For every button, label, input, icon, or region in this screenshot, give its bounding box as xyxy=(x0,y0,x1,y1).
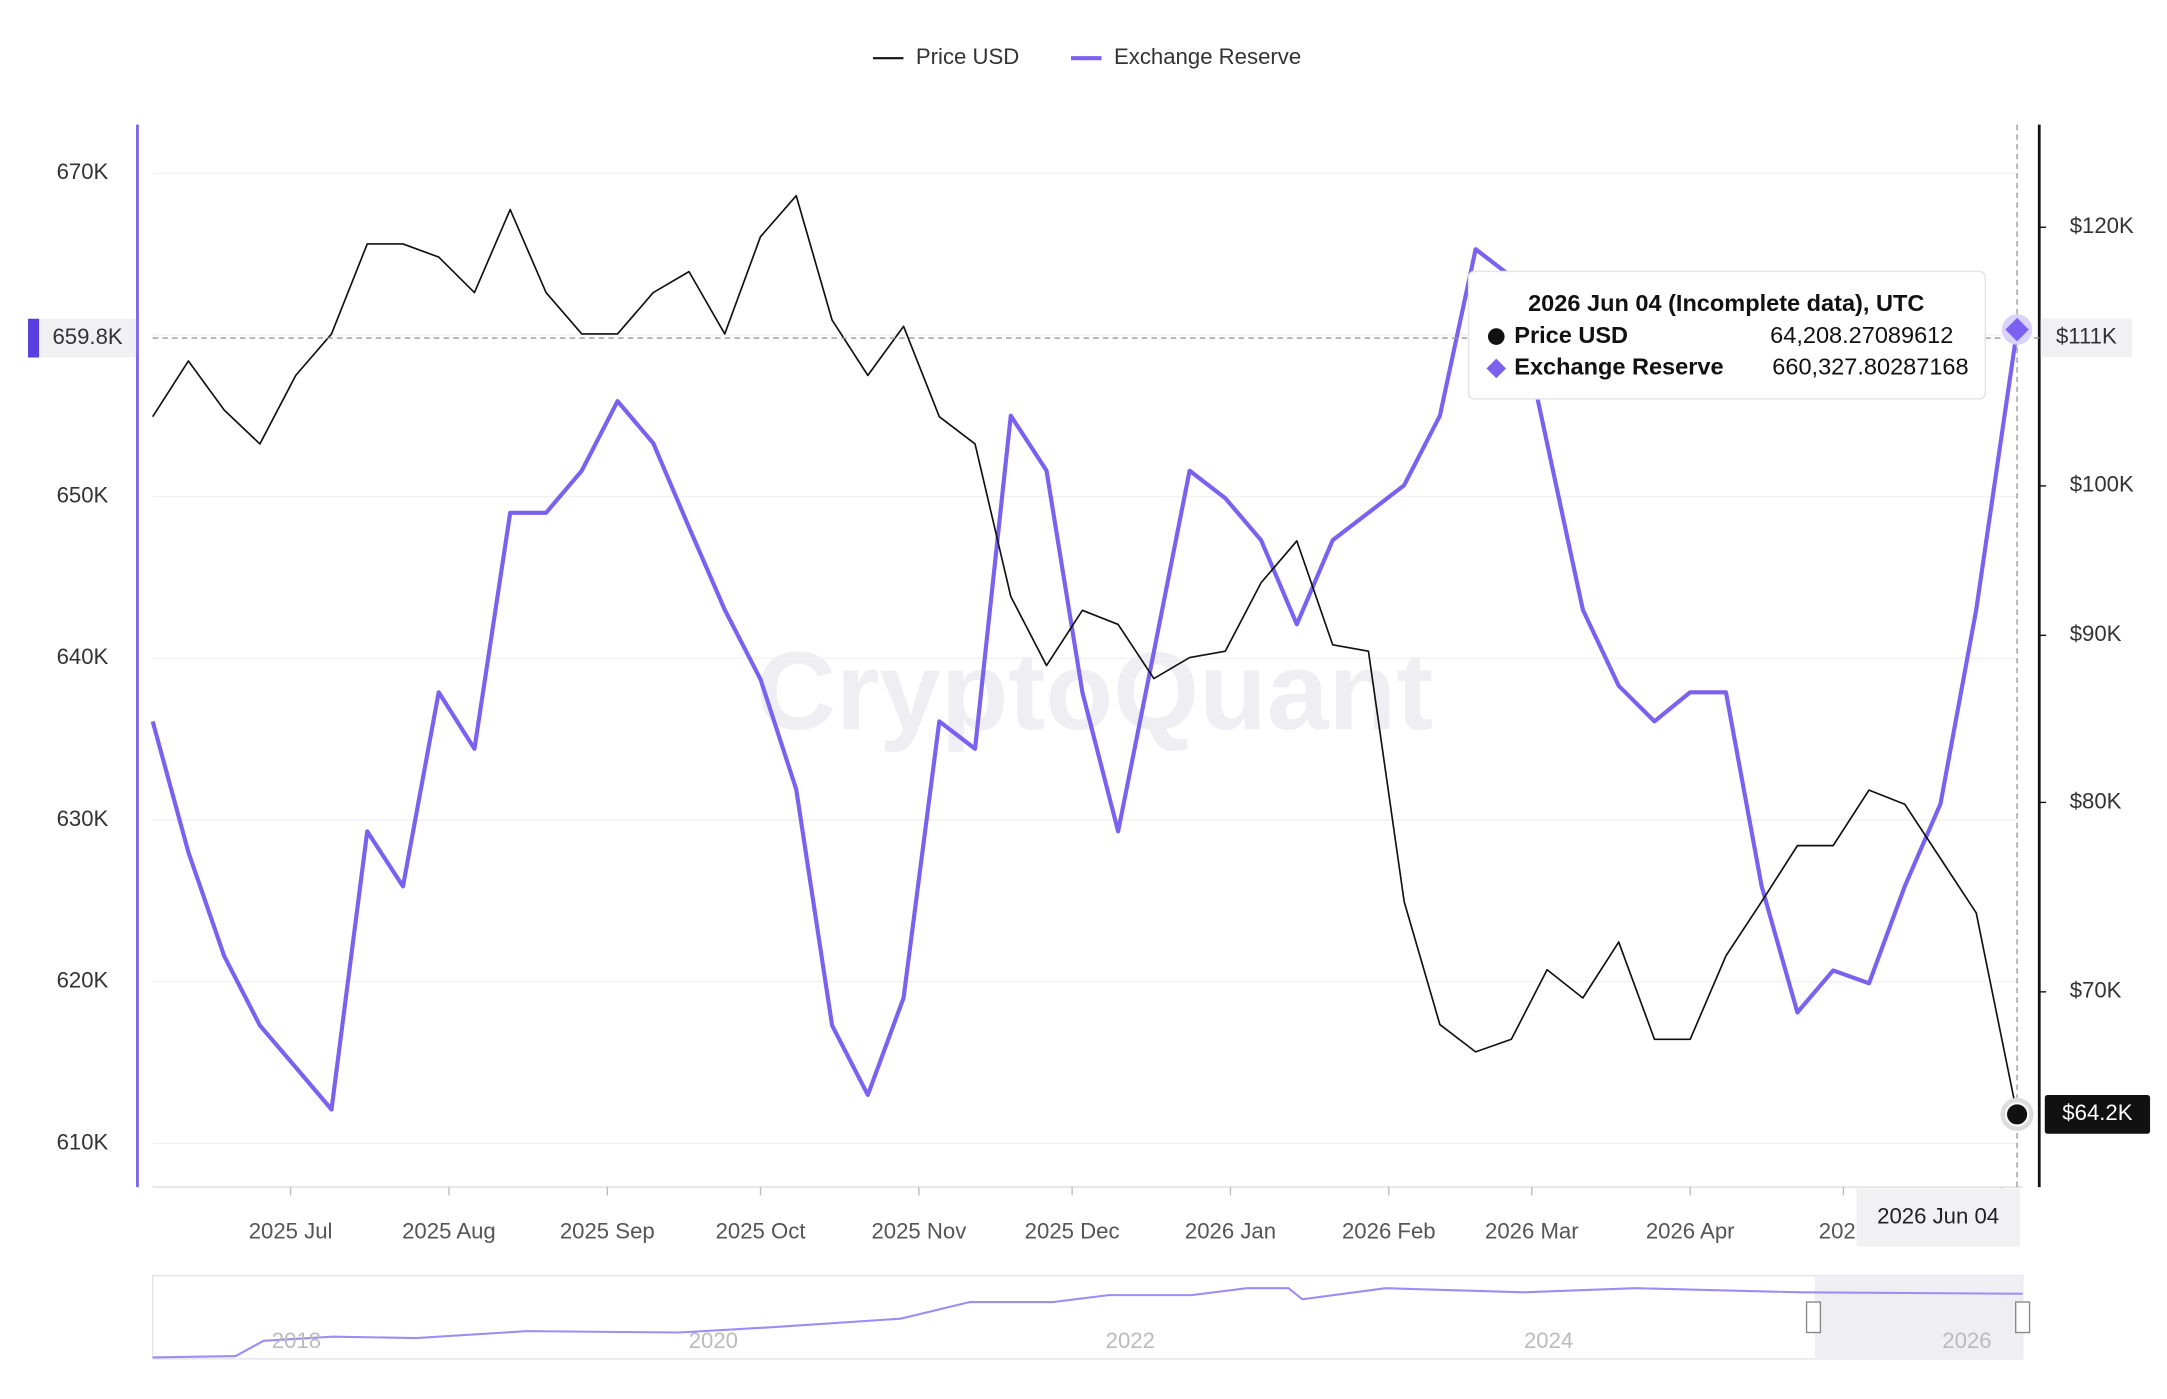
tooltip-value: 660,327.80287168 xyxy=(1772,354,1968,380)
last-point-core xyxy=(2004,1102,2030,1127)
navigator-handle[interactable] xyxy=(1805,1301,1822,1334)
x-tick-label: 2026 Mar xyxy=(1485,1219,1579,1244)
tooltip-name: Exchange Reserve xyxy=(1514,354,1723,380)
navigator-label: 2026 xyxy=(1942,1328,1991,1353)
navigator-label: 2024 xyxy=(1524,1328,1573,1353)
crosshair-y-tab xyxy=(28,318,40,358)
series-line xyxy=(150,247,2020,1112)
crosshair-x-label: 2026 Jun 04 xyxy=(1877,1203,1999,1228)
x-tick-label: 2025 Dec xyxy=(1025,1219,1120,1244)
y-tick-label: 610K xyxy=(57,1129,109,1154)
y2-tick-label: $100K xyxy=(2070,472,2134,497)
y-tick-label: 670K xyxy=(57,159,109,184)
y-tick-label: 630K xyxy=(57,806,109,831)
navigator-line xyxy=(152,1287,2023,1359)
y2-tick-label: $90K xyxy=(2070,621,2122,646)
x-tick-label: 2025 Nov xyxy=(871,1219,966,1244)
last-label: $64.2K xyxy=(2062,1100,2132,1125)
navigator-label: 2022 xyxy=(1106,1328,1155,1353)
y-tick-label: 620K xyxy=(57,968,109,993)
y-tick-label: 650K xyxy=(57,482,109,507)
y2-tick-label: $70K xyxy=(2070,978,2122,1003)
last-label-box xyxy=(2044,1094,2151,1134)
crosshair-y-label: 659.8K xyxy=(52,324,122,349)
legend-label: Price USD xyxy=(916,44,1019,69)
tooltip xyxy=(1467,270,1986,400)
navigator-label: 2018 xyxy=(272,1328,321,1353)
x-tick-label: 2026 Feb xyxy=(1342,1219,1436,1244)
navigator-window[interactable] xyxy=(1814,1275,2023,1359)
crosshair-y2-label: $111K xyxy=(2056,324,2117,349)
crosshair-y2-box xyxy=(2040,318,2133,358)
navigator-label: 2020 xyxy=(689,1328,738,1353)
crosshair-x-box xyxy=(1856,1188,2020,1247)
tooltip-title: 2026 Jun 04 (Incomplete data), UTC xyxy=(1528,290,1924,316)
y2-tick-label: $80K xyxy=(2070,788,2122,813)
grid: 610K620K630K640K650K660K670K$70K$80K$90K… xyxy=(57,159,2134,1244)
y-tick-label: 640K xyxy=(57,644,109,669)
tooltip-marker xyxy=(1486,358,1507,379)
x-tick-label: 2026 Apr xyxy=(1646,1219,1735,1244)
x-tick-label: 2026 Jan xyxy=(1185,1219,1276,1244)
tooltip-marker xyxy=(1487,328,1505,345)
legend-label: Exchange Reserve xyxy=(1114,44,1301,69)
tooltip-value: 64,208.27089612 xyxy=(1770,322,1953,348)
crosshair-y-box xyxy=(39,318,137,358)
x-tick-label: 2025 Oct xyxy=(716,1219,806,1244)
overlay: Price USD Exchange Reserve 659.8K $111K 2026… xyxy=(28,44,2151,1247)
series-line xyxy=(151,194,2018,1115)
navigator-labels: 2018 2020 2022 2024 2026 xyxy=(272,1328,1992,1353)
x-tick-label: 2025 Jul xyxy=(249,1219,333,1244)
y2-tick-label: $120K xyxy=(2070,213,2134,238)
navigator xyxy=(151,1275,2024,1360)
x-tick-label: 2025 Aug xyxy=(402,1219,496,1244)
tooltip-name: Price USD xyxy=(1514,322,1628,348)
x-tick-label: 2025 Sep xyxy=(560,1219,655,1244)
navigator-handle[interactable] xyxy=(2015,1301,2031,1334)
lines xyxy=(150,194,2020,1115)
